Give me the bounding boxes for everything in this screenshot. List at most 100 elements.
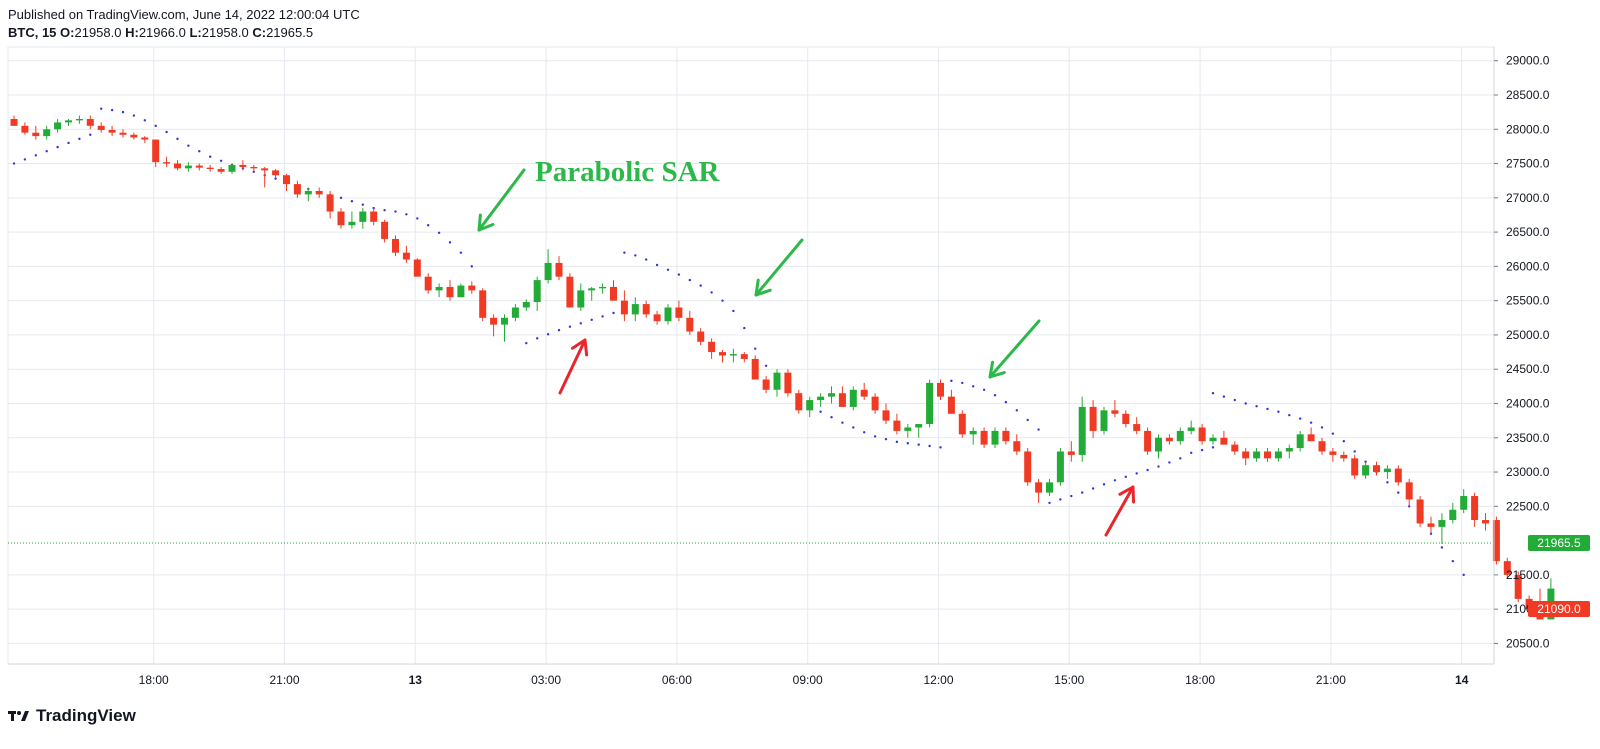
price-tick-label: 22500.0 <box>1506 499 1550 513</box>
sar-dot <box>950 379 953 383</box>
candle-body <box>1471 496 1479 521</box>
sar-dot <box>459 251 463 254</box>
candle-body <box>163 162 171 164</box>
time-tick-label: 18:00 <box>1185 673 1215 687</box>
sar-dot <box>1386 481 1389 484</box>
candle-body <box>1416 499 1424 524</box>
candle-body <box>272 170 280 176</box>
sar-dot <box>1266 407 1269 411</box>
candle-body <box>1176 430 1184 442</box>
price-chart[interactable]: Parabolic SAR 29000.0 28500.0 28000.0 27500… <box>0 0 1600 700</box>
sar-dot <box>1244 402 1247 405</box>
sar-dot <box>764 364 768 367</box>
sar-dot <box>579 322 582 325</box>
candle-body <box>1460 496 1468 510</box>
candle-body <box>904 427 912 431</box>
candle-body <box>664 307 672 322</box>
candle-body <box>501 317 508 325</box>
sar-dot <box>67 141 70 145</box>
candle-body <box>555 262 563 277</box>
candle-body <box>21 125 29 133</box>
candle-body <box>566 276 574 308</box>
candle-body <box>893 420 901 431</box>
price-tick-label: 23000.0 <box>1506 465 1550 479</box>
price-tick-label: 25000.0 <box>1506 328 1550 342</box>
candle-body <box>108 129 116 133</box>
sar-dot <box>710 291 713 294</box>
sar-dot <box>1462 573 1465 577</box>
price-tick-label: 20500.0 <box>1506 636 1550 650</box>
candle-body <box>533 280 541 303</box>
candle-body <box>479 290 487 318</box>
candle-body <box>1013 441 1021 452</box>
price-tick-label: 21500.0 <box>1506 568 1550 582</box>
candle-body <box>359 211 367 222</box>
candle-body <box>511 307 519 318</box>
candle-body <box>315 190 323 195</box>
candle-body <box>130 134 138 138</box>
sar-dot <box>209 155 212 158</box>
candle-body <box>1133 424 1141 431</box>
sar-dot <box>863 431 866 434</box>
green-arrow-3-head <box>988 360 1006 379</box>
sar-dot <box>655 263 659 267</box>
sar-dot <box>132 114 136 117</box>
sar-dot <box>1091 487 1095 490</box>
candle-body <box>926 382 934 425</box>
candle-body <box>522 302 530 308</box>
sar-dot <box>536 337 539 340</box>
candle-body <box>1438 520 1446 527</box>
sar-dot <box>100 107 103 110</box>
candle-body <box>740 354 748 359</box>
sar-dot <box>993 394 997 397</box>
ohlc-legend: BTC, 15 O:21958.0 H:21966.0 L:21958.0 C:… <box>8 25 313 40</box>
candle-body <box>141 137 149 140</box>
sar-dot <box>688 278 691 282</box>
sar-dot <box>154 124 157 128</box>
candle-body <box>817 396 825 401</box>
candle-body <box>1427 523 1435 527</box>
candle-body <box>838 393 846 407</box>
candle-body <box>283 175 290 185</box>
candle-body <box>708 341 716 353</box>
time-tick-label: 03:00 <box>531 673 561 687</box>
current-price-tag: 21965.5 <box>1528 534 1590 551</box>
candle-body <box>304 190 312 195</box>
candle-body <box>849 389 857 407</box>
sar-dot <box>34 154 37 157</box>
sar-dot <box>1037 428 1040 431</box>
candle-body <box>1165 437 1173 442</box>
candle-body <box>980 430 988 445</box>
candle-body <box>675 307 683 318</box>
candle-body <box>250 166 258 169</box>
sar-dot <box>165 130 168 134</box>
sar-dot <box>830 416 833 419</box>
sar-dot <box>78 137 81 141</box>
candle-body <box>806 400 814 411</box>
candle-body <box>1285 448 1293 452</box>
candle-body <box>762 379 770 390</box>
candle-body <box>1002 430 1010 442</box>
candle-body <box>697 331 705 342</box>
green-arrow-1-head <box>477 213 495 232</box>
candle-body <box>490 317 498 325</box>
time-tick-label: 09:00 <box>793 673 823 687</box>
sar-dot <box>23 158 27 161</box>
candle-body <box>620 300 628 315</box>
candle-body <box>1111 410 1119 414</box>
candle-body <box>882 410 890 421</box>
low-value: 21958.0 <box>201 25 249 40</box>
sar-dot <box>1102 483 1106 486</box>
footer-brand[interactable]: TradingView <box>8 706 136 726</box>
sar-dot <box>1135 472 1138 475</box>
sar-dot <box>1331 432 1335 435</box>
sar-dot <box>405 213 408 216</box>
sar-dot <box>939 446 942 449</box>
candle-body <box>784 372 792 394</box>
sar-dot <box>612 311 615 315</box>
sar-dot <box>732 309 735 313</box>
candle-body <box>1100 410 1108 431</box>
candle-body <box>370 211 378 222</box>
candle-body <box>1231 444 1239 452</box>
sar-dot <box>198 150 201 153</box>
